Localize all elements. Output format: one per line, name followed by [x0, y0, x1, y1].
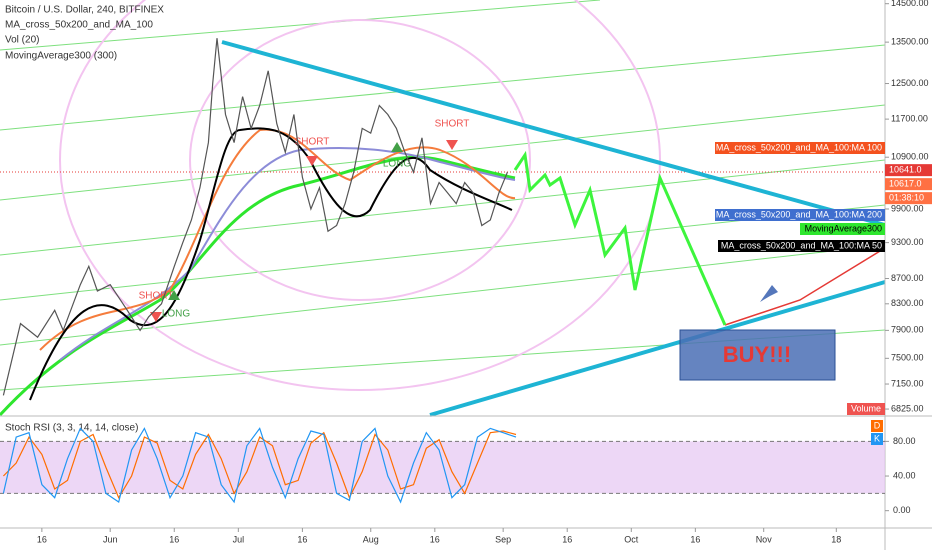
price-tag [885, 178, 932, 191]
resistance-line [221, 40, 886, 227]
title: Bitcoin / U.S. Dollar, 240, BITFINEX [5, 5, 164, 16]
signal-marker [168, 290, 180, 300]
circles [59, 0, 661, 391]
buy-label: BUY!!! [723, 342, 791, 367]
x-tick-label: Sep [495, 534, 511, 544]
x-tick-label: 18 [831, 534, 841, 544]
buy-box [679, 329, 836, 381]
countdown-tag [885, 192, 932, 205]
indicator: Vol (20) [5, 35, 39, 46]
rsi-tick-label: 80.00 [893, 436, 916, 446]
x-tick-label: Jun [103, 534, 118, 544]
ma-200 [59, 147, 516, 361]
signal-label: LONG [162, 309, 191, 320]
plane-icon [760, 285, 778, 302]
signal-marker [150, 312, 162, 322]
signal-label: SHORT [295, 137, 330, 148]
legend-label: D [874, 420, 881, 430]
x-tick-label: Aug [363, 534, 379, 544]
x-tick-label: Nov [756, 534, 773, 544]
indicator: MovingAverage300 (300) [5, 51, 117, 62]
rsi-band [0, 441, 885, 494]
signal-label: LONG [383, 159, 412, 170]
y-tick-label: 10900.00 [891, 152, 929, 162]
ma-100 [39, 128, 516, 351]
rsi-title: Stoch RSI (3, 3, 14, 14, close) [5, 423, 138, 434]
y-tick-label: 7900.00 [891, 325, 924, 335]
x-tick-label: 16 [430, 534, 440, 544]
rsi-tick-label: 40.00 [893, 470, 916, 480]
support-line [429, 280, 886, 417]
legend-swatch [871, 420, 883, 432]
price-tag-label: 10641.0 [889, 165, 922, 175]
y-tick-label: 6825.00 [891, 403, 924, 413]
ma-50 [29, 127, 513, 401]
ma-300 [0, 155, 516, 417]
countdown: 01:38:10 [889, 193, 924, 203]
volume-label: Volume [851, 403, 881, 413]
rsi-tick-label: 0.00 [893, 505, 911, 515]
x-tick-label: Jul [233, 534, 245, 544]
legend-label: K [874, 433, 880, 443]
indicator: MA_cross_50x200_and_MA_100 [5, 20, 153, 31]
signal-marker [446, 140, 458, 150]
ma-tag [718, 240, 885, 252]
y-tick-label: 13500.00 [891, 37, 929, 47]
y-tick-label: 8700.00 [891, 273, 924, 283]
x-tick-label: 16 [169, 534, 179, 544]
projection [724, 247, 886, 326]
y-tick-label: 14500.00 [891, 0, 929, 8]
y-tick-label: 9300.00 [891, 237, 924, 247]
y-tick-label: 8300.00 [891, 298, 924, 308]
signal-marker [306, 156, 318, 166]
x-tick-label: 16 [690, 534, 700, 544]
ma-tag [800, 223, 885, 235]
price-tag-label: 10617.0 [889, 179, 922, 189]
y-tick-label: 12500.00 [891, 78, 929, 88]
x-tick-label: 16 [562, 534, 572, 544]
y-tick-label: 11700.00 [891, 113, 928, 123]
x-tick-label: Oct [624, 534, 639, 544]
ma-tag [715, 142, 885, 154]
y-tick-label: 9900.00 [891, 203, 924, 213]
ma-tag-label: MovingAverage300 [805, 223, 882, 233]
ma-tag [715, 209, 885, 221]
signal-marker [391, 142, 403, 152]
x-tick-label: 16 [37, 534, 47, 544]
forecast-arrows [513, 150, 727, 326]
x-tick-label: 16 [297, 534, 307, 544]
volume-tag [847, 403, 885, 415]
rsi-k [2, 427, 517, 504]
price-series [2, 38, 508, 396]
ma-tag-label: MA_cross_50x200_and_MA_100:MA 200 [716, 209, 882, 219]
price-tag [885, 164, 932, 177]
ma-tag-label: MA_cross_50x200_and_MA_100:MA 50 [721, 240, 882, 250]
signal-label: SHORT [139, 291, 174, 302]
signal-label: SHORT [435, 119, 470, 130]
y-tick-label: 7150.00 [891, 378, 924, 388]
ma-tag-label: MA_cross_50x200_and_MA_100:MA 100 [716, 142, 882, 152]
legend-swatch [871, 433, 883, 445]
y-tick-label: 7500.00 [891, 353, 924, 363]
